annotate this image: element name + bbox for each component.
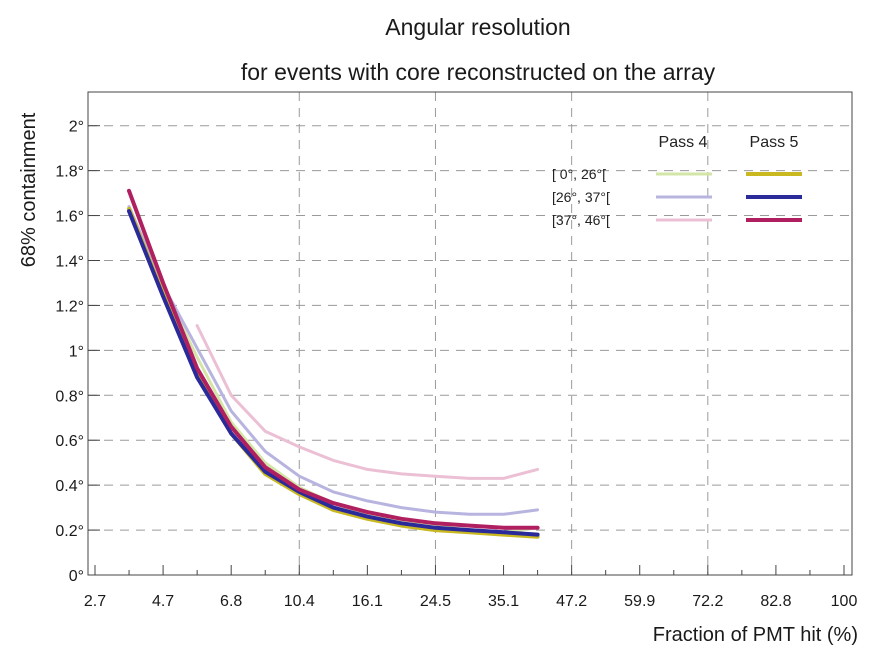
legend-header-pass4: Pass 4 xyxy=(659,134,708,151)
series-line-pass4-row2 xyxy=(195,324,540,480)
series-line-pass4-row0 xyxy=(127,205,540,534)
series-line-pass4-row1 xyxy=(127,205,540,516)
series-line-pass5-row1 xyxy=(127,209,540,537)
y-tick-label: 1.8° xyxy=(55,164,84,181)
y-tick-label: 2° xyxy=(69,119,84,136)
series-group xyxy=(127,188,540,539)
x-tick-label: 4.7 xyxy=(152,593,174,610)
chart-subtitle: for events with core reconstructed on th… xyxy=(241,59,716,85)
y-tick-label: 0.8° xyxy=(55,388,84,405)
x-tick-label: 35.1 xyxy=(488,593,519,610)
x-tick-label: 10.4 xyxy=(284,593,315,610)
series-line-pass5-row0 xyxy=(127,206,540,539)
y-tick-label: 0.4° xyxy=(55,478,84,495)
y-tick-label: 1° xyxy=(69,343,84,360)
legend-row-label: [37°, 46°[ xyxy=(552,212,610,228)
x-tick-label: 82.8 xyxy=(760,593,791,610)
x-tick-label: 6.8 xyxy=(220,593,242,610)
chart-title: Angular resolution xyxy=(385,14,570,40)
x-tick-label: 2.7 xyxy=(84,593,106,610)
series-line-pass5-row2 xyxy=(127,188,540,530)
legend-header-pass5: Pass 5 xyxy=(750,134,799,151)
y-axis-title: 68% containment xyxy=(18,112,40,267)
legend-row-label: [26°, 37°[ xyxy=(552,189,610,205)
x-tick-label: 59.9 xyxy=(624,593,655,610)
y-tick-label: 1.4° xyxy=(55,253,84,270)
x-tick-label: 100 xyxy=(831,593,858,610)
y-axis: 0° 0.2° 0.4° 0.6° 0.8° 1° 1.2° 1.4° 1.6° 1.8° 2° xyxy=(55,119,100,585)
x-tick-label: 47.2 xyxy=(556,593,587,610)
x-axis-title: Fraction of PMT hit (%) xyxy=(653,624,858,646)
y-tick-label: 0.6° xyxy=(55,433,84,450)
y-tick-label: 0.2° xyxy=(55,523,84,540)
x-tick-label: 72.2 xyxy=(692,593,723,610)
x-axis: 2.7 4.7 6.8 10.4 16.1 24.5 35.1 47.2 59.9 72.2 82.… xyxy=(84,565,858,610)
x-tick-label: 24.5 xyxy=(420,593,451,610)
y-tick-label: 1.2° xyxy=(55,298,84,315)
x-tick-label: 16.1 xyxy=(352,593,383,610)
legend: Pass 4 Pass 5 [ 0°, 26°[ [26°, 37°[ [37°, 46… xyxy=(552,134,802,228)
y-tick-label: 1.6° xyxy=(55,209,84,226)
legend-row-label: [ 0°, 26°[ xyxy=(552,166,606,182)
y-tick-label: 0° xyxy=(69,568,84,585)
